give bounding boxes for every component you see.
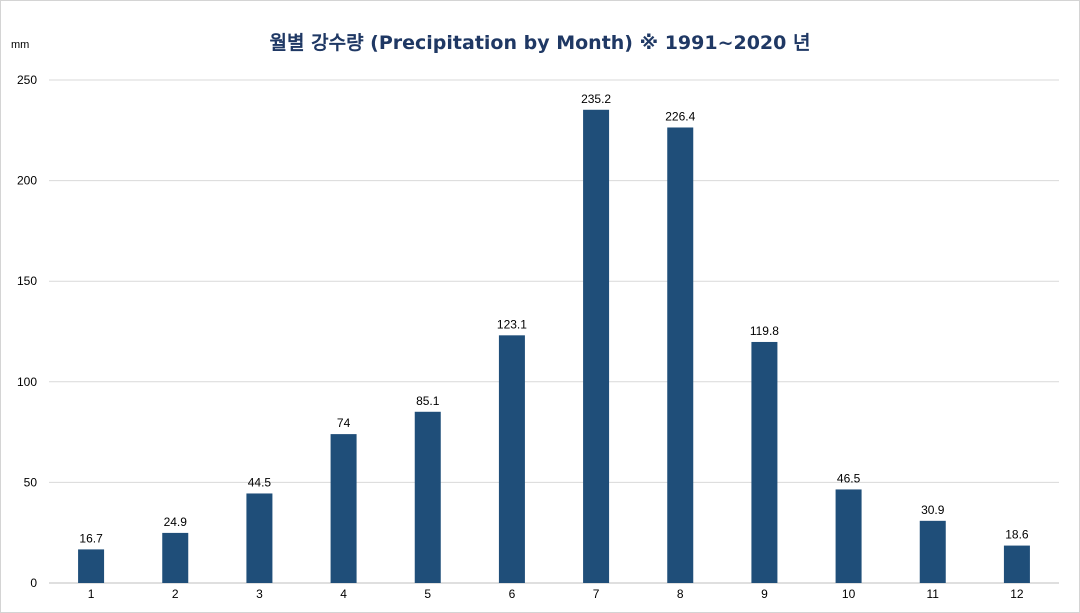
- data-label: 235.2: [581, 92, 611, 106]
- x-tick-label: 9: [761, 587, 768, 601]
- bar: [751, 341, 778, 583]
- y-axis-ticks: 0 50 100 150 200 250: [17, 73, 37, 590]
- data-label: 74: [337, 416, 351, 430]
- x-tick-label: 12: [1010, 587, 1024, 601]
- data-label: 85.1: [416, 394, 440, 408]
- grid-lines: [49, 79, 1059, 584]
- y-tick-label: 0: [30, 576, 37, 590]
- bar: [498, 335, 525, 583]
- data-label: 16.7: [79, 531, 103, 545]
- data-label: 44.5: [248, 475, 272, 489]
- x-tick-label: 3: [256, 587, 263, 601]
- x-tick-label: 8: [677, 587, 684, 601]
- y-tick-label: 250: [17, 73, 37, 87]
- bar: [162, 532, 189, 583]
- bar: [835, 489, 862, 583]
- y-tick-label: 200: [17, 174, 37, 188]
- y-tick-label: 50: [24, 475, 38, 489]
- data-label: 30.9: [921, 503, 945, 517]
- data-label: 226.4: [665, 109, 695, 123]
- x-tick-label: 1: [88, 587, 95, 601]
- bar: [919, 520, 946, 583]
- y-axis-unit-label: mm: [11, 39, 29, 51]
- bar: [78, 549, 105, 583]
- y-tick-label: 150: [17, 274, 37, 288]
- bar: [583, 109, 610, 584]
- bars: [78, 109, 1030, 584]
- x-tick-label: 2: [172, 587, 179, 601]
- x-tick-label: 10: [842, 587, 856, 601]
- data-label: 46.5: [837, 471, 861, 485]
- bar: [246, 493, 273, 583]
- x-tick-label: 7: [593, 587, 600, 601]
- x-axis-ticks: 1 2 3 4 5 6 7 8 9 10 11 12: [88, 587, 1024, 601]
- data-label: 24.9: [164, 515, 188, 529]
- x-tick-label: 11: [927, 587, 940, 601]
- x-tick-label: 5: [424, 587, 431, 601]
- x-tick-label: 6: [509, 587, 516, 601]
- bar: [414, 411, 441, 583]
- bar: [667, 127, 694, 583]
- data-label: 123.1: [497, 317, 527, 331]
- data-label: 18.6: [1005, 528, 1029, 542]
- bar: [1003, 545, 1030, 583]
- data-label: 119.8: [750, 324, 779, 338]
- y-tick-label: 100: [17, 375, 37, 389]
- x-tick-label: 4: [340, 587, 347, 601]
- chart-title: 월별 강수량 (Precipitation by Month) ※ 1991~2…: [270, 32, 811, 54]
- bar: [330, 434, 357, 583]
- data-labels: 16.7 24.9 44.5 74 85.1 123.1 235.2 226.4 119.8 46…: [79, 92, 1029, 546]
